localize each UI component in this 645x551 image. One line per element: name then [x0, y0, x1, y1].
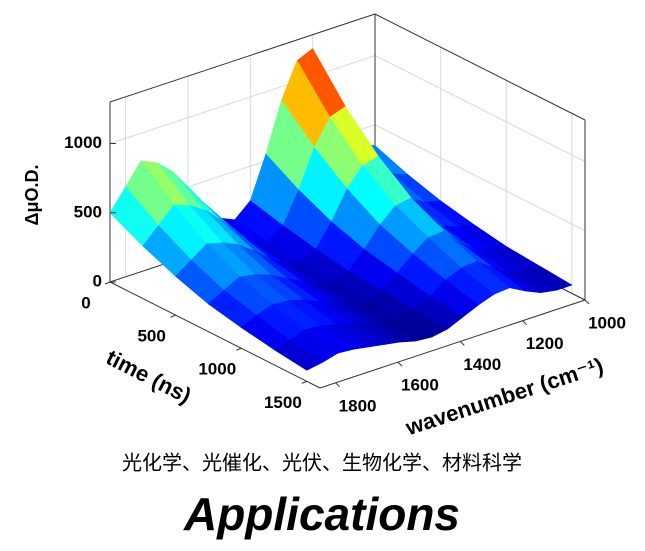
z-tick-label: 1000 [64, 133, 102, 152]
y-tick-label: 1500 [264, 393, 302, 412]
x-tick-label: 1400 [463, 355, 501, 374]
z-tick-label: 0 [93, 271, 102, 290]
x-tick-label: 1200 [526, 334, 564, 353]
x-tick-label: 1600 [401, 376, 439, 395]
tick-mark [301, 380, 308, 384]
tick-mark [397, 361, 403, 367]
grid-line [374, 55, 586, 162]
axis-line [109, 13, 376, 103]
axis-line [109, 281, 321, 389]
axis-line [374, 13, 586, 121]
axis-line [319, 299, 586, 389]
grid-line [109, 55, 376, 145]
tick-mark [584, 299, 590, 305]
surface-cell [273, 339, 324, 371]
y-axis-label: time (ns) [102, 345, 195, 409]
x-axis-label: wavenumber (cm⁻¹) [402, 353, 607, 441]
y-tick-label: 1000 [198, 360, 236, 379]
z-tick-label: 500 [74, 202, 102, 221]
z-axis-label: ΔμO.D. [22, 165, 42, 226]
heading: Applications [183, 488, 460, 540]
tick-mark [522, 320, 528, 326]
tick-mark [104, 281, 111, 285]
tick-mark [236, 347, 242, 351]
caption: 光化学、光催化、光伏、生物化学、材料科学 [122, 451, 522, 474]
y-tick-label: 500 [137, 327, 165, 346]
y-tick-label: 0 [81, 293, 90, 312]
x-tick-label: 1800 [339, 396, 377, 415]
tick-mark [335, 382, 340, 388]
grid-line [374, 124, 586, 232]
tick-mark [170, 314, 176, 318]
x-tick-label: 1000 [588, 313, 626, 332]
tick-mark [459, 341, 465, 346]
